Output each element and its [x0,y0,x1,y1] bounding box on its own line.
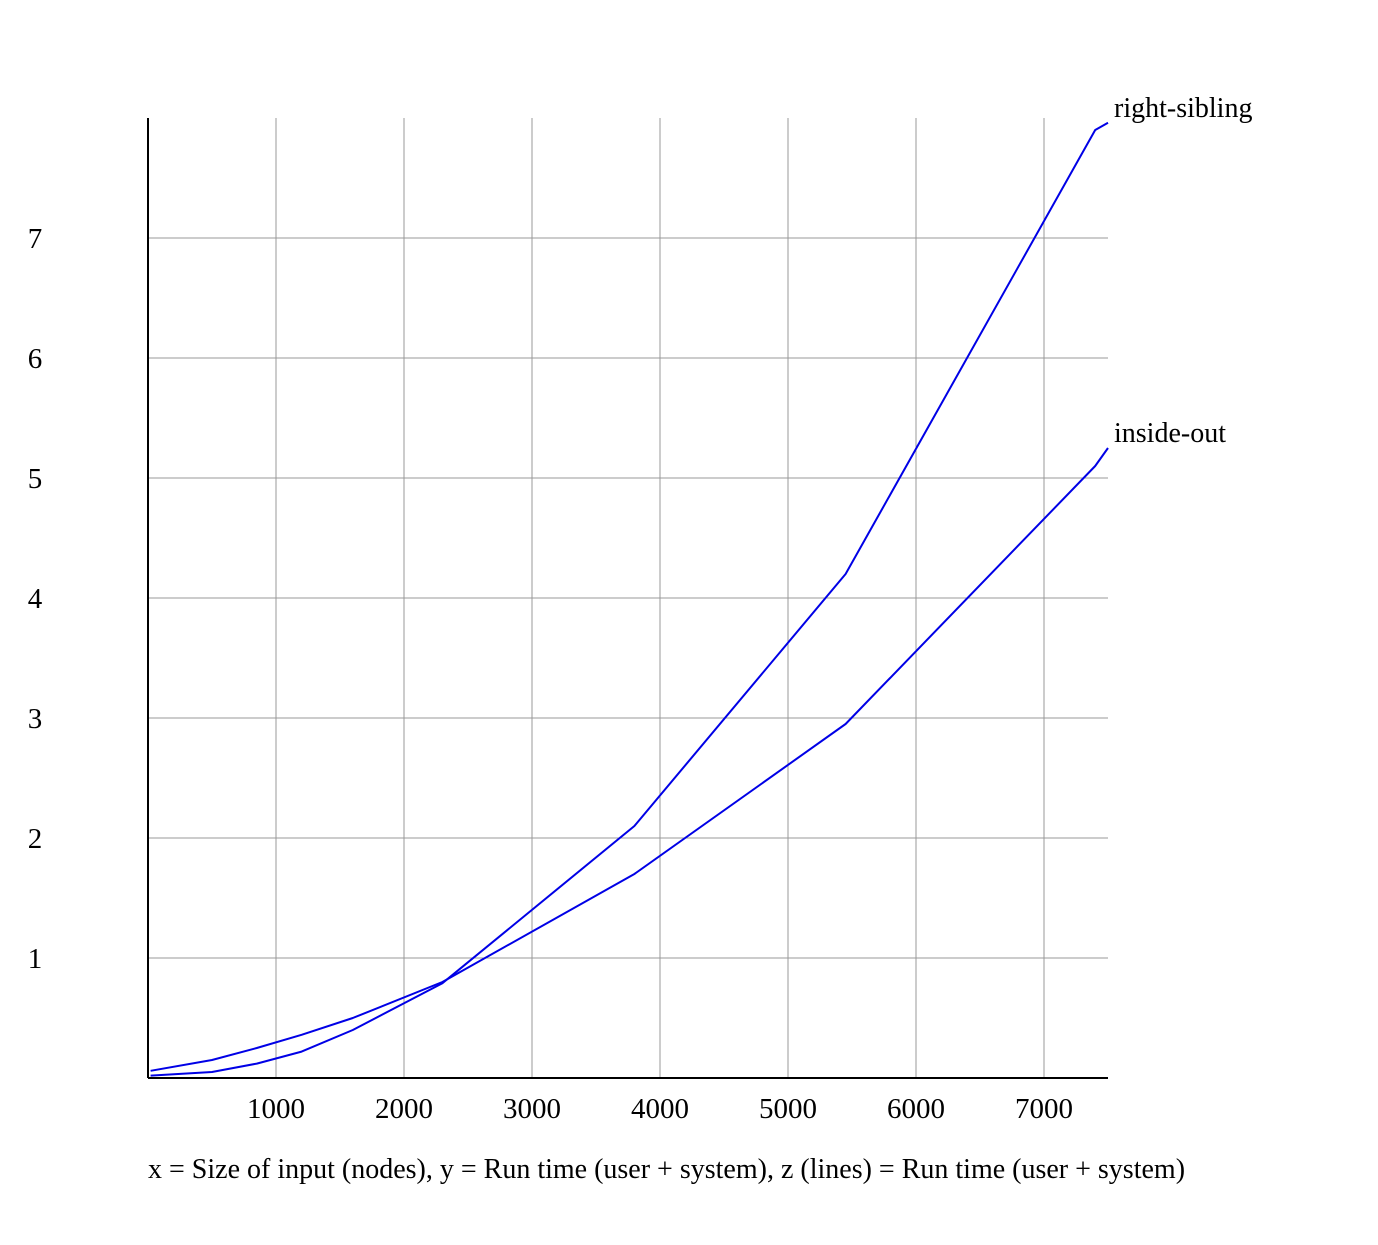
x-tick-label-5: 6000 [887,1093,945,1125]
tick-labels: 1000 2000 3000 4000 5000 6000 7000 1 2 3 4 5 6 7 [28,223,1073,1125]
x-tick-label-1: 2000 [375,1093,433,1125]
y-tick-label-4: 5 [28,463,43,495]
series-label-inside-out: inside-out [1114,418,1226,449]
y-tick-label-6: 7 [28,223,43,255]
axis-caption: x = Size of input (nodes), y = Run time … [148,1154,1185,1185]
series-labels: right-sibling inside-out [1114,93,1252,449]
y-tick-label-5: 6 [28,343,43,375]
series-line-inside-out [150,447,1109,1072]
series-lines [150,121,1109,1077]
series-label-right-sibling: right-sibling [1114,93,1252,124]
y-tick-label-2: 3 [28,703,43,735]
grid-lines [148,118,1108,1078]
x-tick-label-3: 4000 [631,1093,689,1125]
y-tick-label-1: 2 [28,823,43,855]
series-line-right-sibling [150,121,1109,1077]
x-tick-label-4: 5000 [759,1093,817,1125]
y-tick-label-0: 1 [28,943,43,975]
axes [147,118,1108,1079]
x-tick-label-2: 3000 [503,1093,561,1125]
x-tick-label-0: 1000 [247,1093,305,1125]
y-tick-label-3: 4 [28,583,43,615]
x-tick-label-6: 7000 [1015,1093,1073,1125]
